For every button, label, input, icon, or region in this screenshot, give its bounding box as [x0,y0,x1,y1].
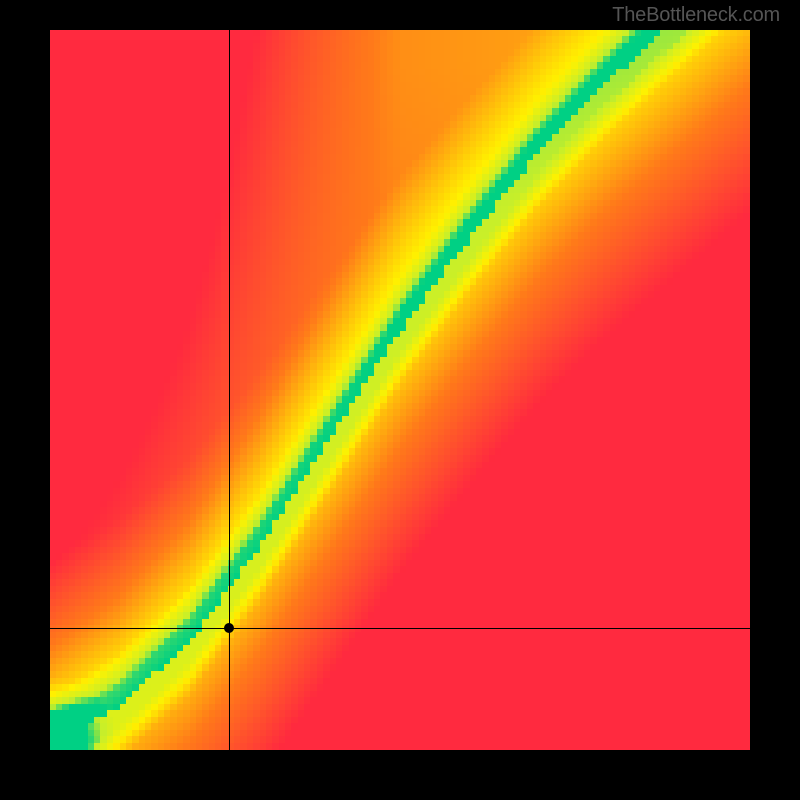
crosshair-vertical [229,30,230,750]
heatmap-plot [50,30,750,750]
crosshair-marker [224,623,234,633]
watermark-text: TheBottleneck.com [612,4,780,27]
heatmap-canvas [50,30,750,750]
crosshair-horizontal [50,628,750,629]
